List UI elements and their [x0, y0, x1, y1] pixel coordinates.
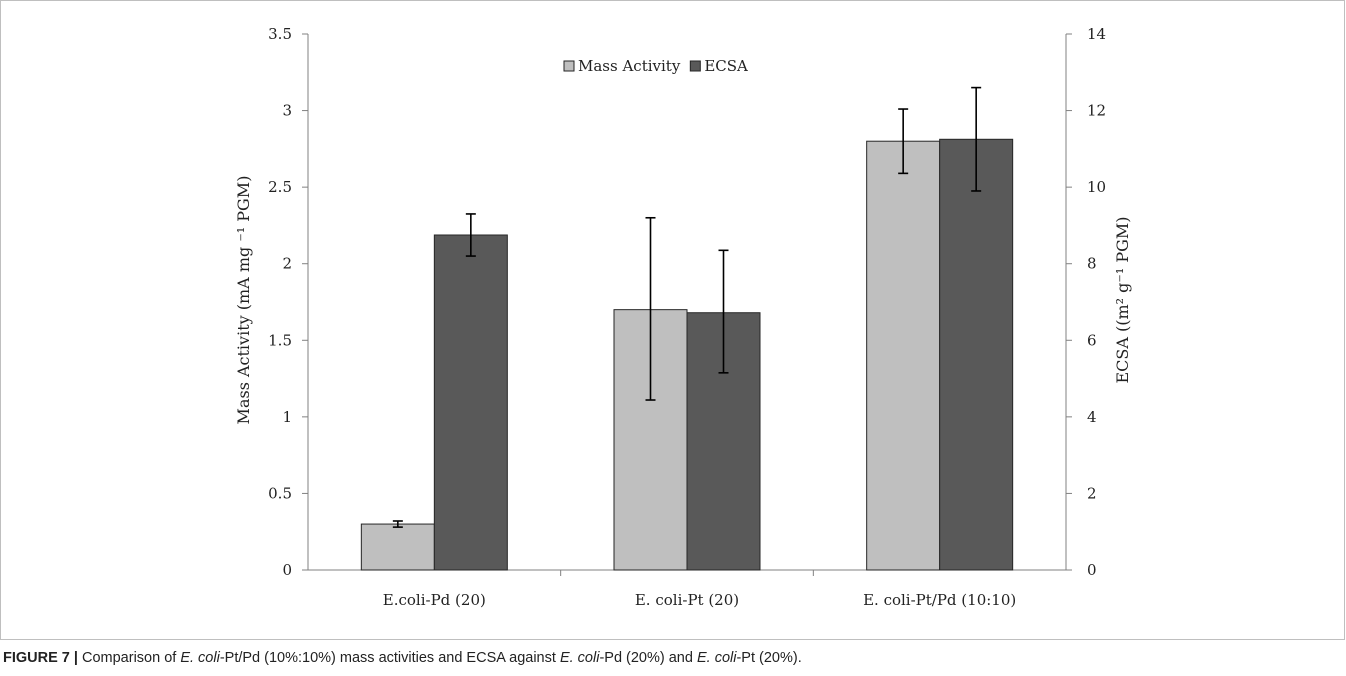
right-tick-label: 12: [1087, 102, 1106, 120]
left-tick-label: 3: [282, 102, 292, 120]
bar-ecsa: [433, 234, 508, 571]
legend-swatch-mass-activity: [563, 60, 575, 72]
legend-label-ecsa: ECSA: [704, 57, 748, 75]
bar-mass-activity: [866, 140, 941, 571]
right-tick-label: 0: [1087, 561, 1097, 579]
left-tick-label: 2.5: [268, 178, 292, 196]
figure-caption: FIGURE 7 | Comparison of E. coli-Pt/Pd (…: [3, 650, 1333, 666]
caption-label: FIGURE 7 |: [3, 650, 78, 666]
caption-text: Comparison of E. coli-Pt/Pd (10%:10%) ma…: [78, 650, 802, 666]
caption-part: -Pt (20%).: [736, 650, 802, 666]
x-tick-label: E. coli-Pt (20): [635, 591, 739, 609]
bar-chart: 0 0.5 1 1.5 2 2.5 3 3.5 0 2 4 6 8 10 12 14 E.coli-Pd (20…: [234, 25, 1132, 609]
x-tick-label: E. coli-Pt/Pd (10:10): [863, 591, 1016, 609]
left-tick-label: 1.5: [268, 331, 292, 349]
caption-part: -Pd (20%) and: [599, 650, 697, 666]
caption-part: -Pt/Pd (10%:10%) mass activities and ECS…: [219, 650, 560, 666]
left-tick-label: 2: [282, 255, 292, 273]
bar-mass-activity: [360, 523, 435, 571]
right-axis-label: ECSA ((m² g⁻¹ PGM): [1113, 216, 1132, 383]
x-tick-label: E.coli-Pd (20): [383, 591, 486, 609]
legend-swatch-ecsa: [689, 60, 701, 72]
left-tick-label: 0.5: [268, 484, 292, 502]
caption-part: E. coli: [559, 650, 600, 666]
right-tick-label: 8: [1087, 255, 1097, 273]
right-tick-label: 10: [1087, 178, 1106, 196]
left-axis-label: Mass Activity (mA mg ⁻¹ PGM): [234, 176, 253, 425]
left-tick-label: 0: [282, 561, 292, 579]
right-tick-label: 2: [1087, 484, 1097, 502]
caption-part: Comparison of: [77, 650, 181, 666]
left-tick-label: 3.5: [268, 25, 292, 43]
bar-ecsa: [939, 138, 1014, 571]
right-tick-label: 14: [1087, 25, 1106, 43]
legend-label-mass-activity: Mass Activity: [578, 57, 681, 75]
caption-part: E. coli: [180, 650, 220, 666]
right-tick-label: 4: [1087, 408, 1097, 426]
caption-part: E. coli: [696, 650, 737, 666]
right-tick-label: 6: [1087, 331, 1097, 349]
left-tick-label: 1: [282, 408, 292, 426]
